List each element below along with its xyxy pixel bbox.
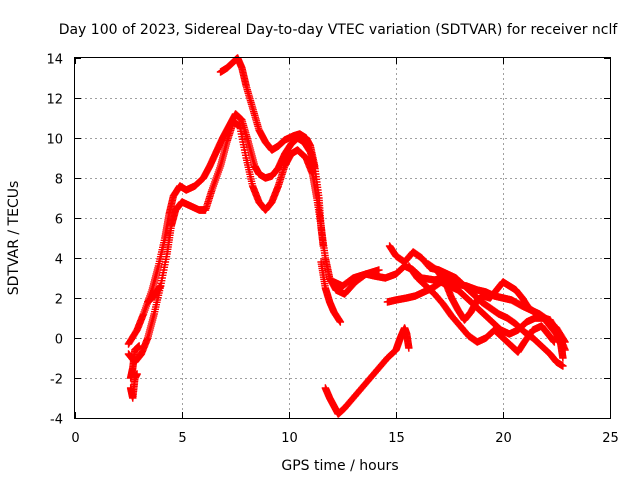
plot-frame — [74, 57, 611, 419]
data-series-track-c — [126, 342, 143, 382]
data-series-track-l — [405, 262, 559, 356]
x-tick-label: 25 — [602, 431, 619, 446]
x-tick-label: 15 — [388, 431, 405, 446]
y-axis-label: SDTVAR / TECUs — [6, 181, 22, 296]
y-tick-label: 10 — [46, 133, 63, 148]
y-tick-label: 2 — [55, 293, 63, 308]
y-tick-label: -4 — [50, 413, 63, 428]
y-tick-label: 14 — [46, 53, 63, 68]
x-tick-label: 10 — [281, 431, 298, 446]
data-point — [336, 318, 345, 326]
data-point — [135, 342, 143, 350]
x-tick-label: 20 — [495, 431, 512, 446]
data-series-track-b — [124, 118, 327, 366]
data-series-track-h — [330, 266, 383, 290]
y-tick-label: 6 — [55, 213, 63, 228]
y-tick-label: -2 — [50, 373, 63, 388]
y-tick-label: 12 — [46, 93, 63, 108]
x-axis-label: GPS time / hours — [281, 458, 398, 474]
data-point — [550, 338, 559, 346]
y-tick-label: 4 — [55, 253, 63, 268]
x-tick-label: 0 — [71, 431, 79, 446]
data-point — [405, 344, 413, 352]
data-point — [133, 370, 141, 378]
data-series-track-m — [321, 324, 413, 418]
x-tick-label: 5 — [178, 431, 186, 446]
data-series-track-d — [126, 370, 141, 402]
data-point — [559, 354, 567, 362]
data-series-track-e — [144, 282, 165, 306]
data-point — [156, 282, 165, 290]
data-series-track-g — [317, 258, 345, 326]
data-point — [559, 362, 567, 370]
y-tick-label: 8 — [55, 173, 63, 188]
chart-title: Day 100 of 2023, Sidereal Day-to-day VTE… — [59, 22, 619, 38]
plot-area — [124, 54, 569, 418]
data-series-track-k — [424, 260, 569, 354]
y-tick-label: 0 — [55, 333, 63, 348]
grid-lines — [75, 58, 610, 418]
data-point — [375, 266, 383, 274]
data-point — [561, 346, 569, 354]
